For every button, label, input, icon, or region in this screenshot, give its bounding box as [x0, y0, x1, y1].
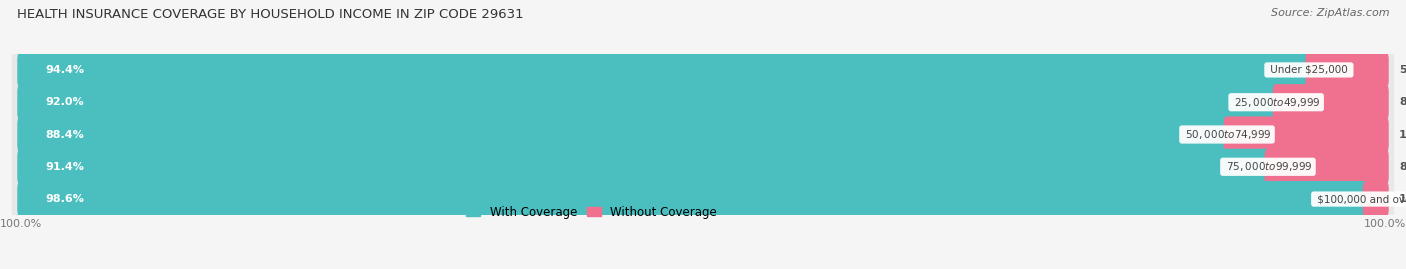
Text: 5.6%: 5.6%	[1399, 65, 1406, 75]
FancyBboxPatch shape	[17, 52, 1312, 88]
FancyBboxPatch shape	[17, 181, 1369, 217]
FancyBboxPatch shape	[1306, 52, 1389, 88]
Text: 92.0%: 92.0%	[45, 97, 84, 107]
Text: 91.4%: 91.4%	[45, 162, 84, 172]
FancyBboxPatch shape	[11, 84, 1395, 120]
Text: 88.4%: 88.4%	[45, 129, 84, 140]
Text: 11.6%: 11.6%	[1399, 129, 1406, 140]
FancyBboxPatch shape	[11, 149, 1395, 185]
FancyBboxPatch shape	[17, 149, 1271, 185]
Text: 98.6%: 98.6%	[45, 194, 84, 204]
FancyBboxPatch shape	[1272, 84, 1389, 120]
Text: 94.4%: 94.4%	[45, 65, 84, 75]
Text: Under $25,000: Under $25,000	[1267, 65, 1351, 75]
Text: 1.4%: 1.4%	[1399, 194, 1406, 204]
Legend: With Coverage, Without Coverage: With Coverage, Without Coverage	[463, 202, 721, 222]
FancyBboxPatch shape	[1362, 181, 1389, 217]
FancyBboxPatch shape	[17, 116, 1230, 153]
FancyBboxPatch shape	[1223, 116, 1389, 153]
Text: $25,000 to $49,999: $25,000 to $49,999	[1232, 96, 1322, 109]
Text: $50,000 to $74,999: $50,000 to $74,999	[1182, 128, 1272, 141]
Text: HEALTH INSURANCE COVERAGE BY HOUSEHOLD INCOME IN ZIP CODE 29631: HEALTH INSURANCE COVERAGE BY HOUSEHOLD I…	[17, 8, 523, 21]
FancyBboxPatch shape	[1264, 149, 1389, 185]
FancyBboxPatch shape	[17, 84, 1279, 120]
FancyBboxPatch shape	[11, 116, 1395, 153]
Text: 8.6%: 8.6%	[1399, 162, 1406, 172]
FancyBboxPatch shape	[11, 181, 1395, 217]
FancyBboxPatch shape	[11, 52, 1395, 88]
Text: $75,000 to $99,999: $75,000 to $99,999	[1223, 160, 1313, 173]
Text: 8.0%: 8.0%	[1399, 97, 1406, 107]
Text: Source: ZipAtlas.com: Source: ZipAtlas.com	[1271, 8, 1389, 18]
Text: $100,000 and over: $100,000 and over	[1313, 194, 1406, 204]
